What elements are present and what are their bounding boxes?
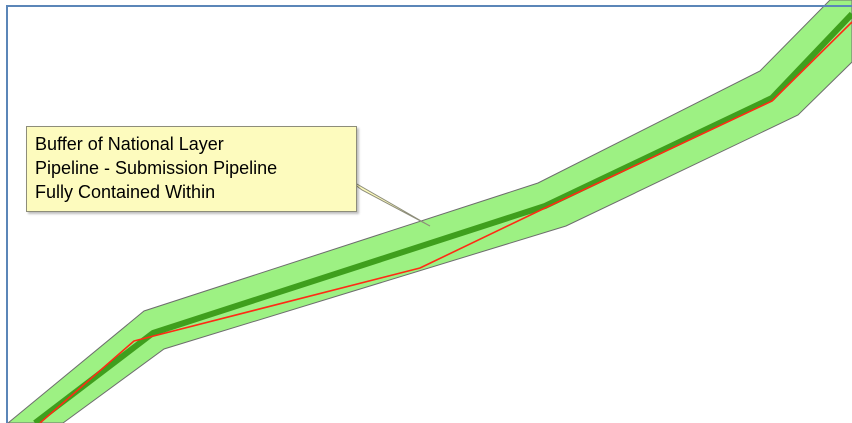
submission-pipeline-line[interactable] bbox=[39, 21, 852, 423]
callout-line-3: Fully Contained Within bbox=[35, 182, 216, 202]
pipeline-buffer-polygon[interactable] bbox=[7, 0, 852, 423]
callout-label: Buffer of National Layer Pipeline - Subm… bbox=[26, 126, 357, 212]
national-pipeline-line[interactable] bbox=[33, 11, 852, 423]
callout-line-2: Pipeline - Submission Pipeline bbox=[35, 158, 278, 178]
callout-line-1: Buffer of National Layer bbox=[35, 134, 224, 154]
